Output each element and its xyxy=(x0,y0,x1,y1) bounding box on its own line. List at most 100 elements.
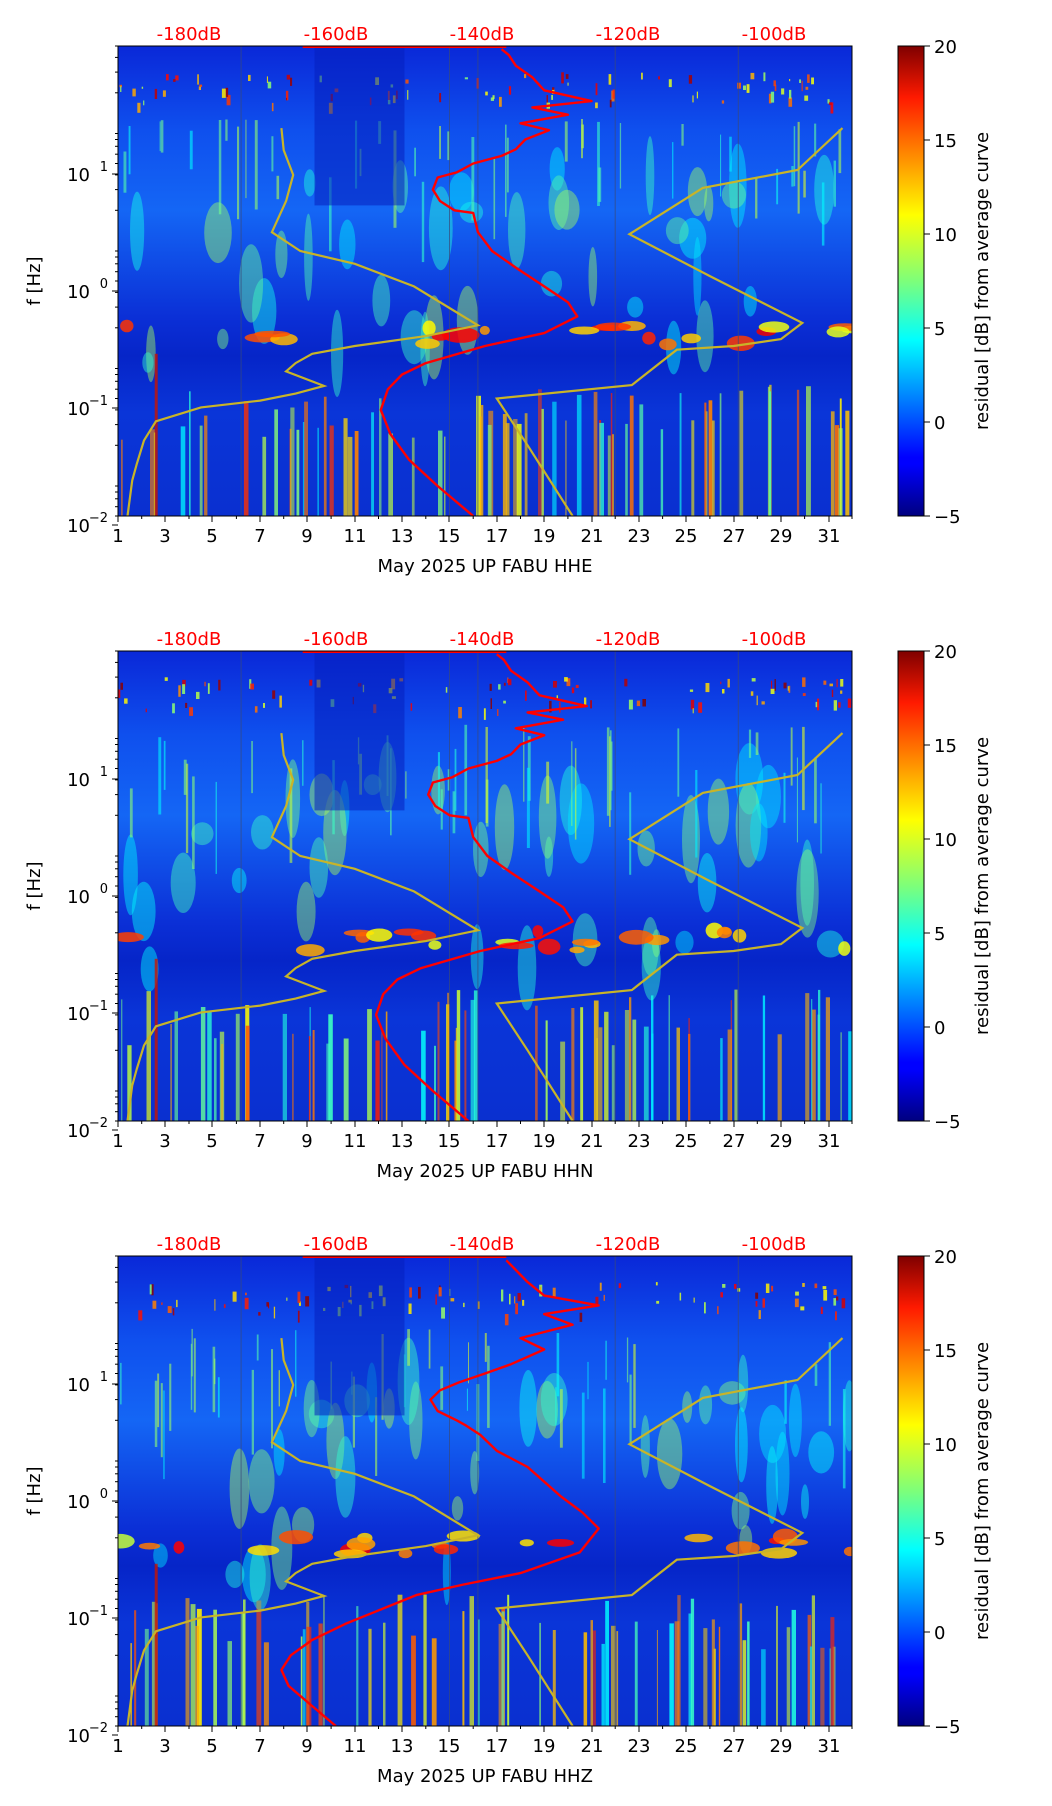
colorbar-label: residual [dB] from average curve xyxy=(972,1342,993,1640)
reference-curve-left xyxy=(126,732,481,1121)
x-tick-label: 5 xyxy=(206,1131,217,1152)
colorbar-tick-label: 0 xyxy=(934,1018,945,1039)
x-tick-label: 19 xyxy=(533,526,556,547)
x-tick-label: 23 xyxy=(628,1131,651,1152)
colorbar-tick-label: 15 xyxy=(934,131,957,152)
y-axis-label: f [Hz] xyxy=(24,861,45,910)
x-tick-label: 21 xyxy=(581,526,604,547)
reference-curve-right xyxy=(494,127,844,516)
x-tick-label: 9 xyxy=(301,1736,312,1757)
colorbar-tick-label: 5 xyxy=(934,319,945,340)
y-tick-label: 10 xyxy=(67,282,90,303)
x-tick-label: 29 xyxy=(770,1131,793,1152)
x-tick-label: 31 xyxy=(818,1736,841,1757)
heatmap xyxy=(118,651,852,1121)
x-axis-label: May 2025 UP FABU HHE xyxy=(378,556,593,577)
y-tick-exponent: 0 xyxy=(100,277,108,292)
x-tick-label: 9 xyxy=(301,526,312,547)
reference-curve-left xyxy=(126,127,481,516)
colorbar-tick-label: 15 xyxy=(934,1341,957,1362)
x-tick-label: 31 xyxy=(818,1131,841,1152)
x-axis-label: May 2025 UP FABU HHZ xyxy=(377,1766,593,1787)
colorbar-tick-label: 0 xyxy=(934,413,945,434)
x-tick-label: 1 xyxy=(112,1736,123,1757)
y-tick-label: 10 xyxy=(67,1492,90,1513)
y-tick-label: 10 xyxy=(67,887,90,908)
y-tick-label: 10 xyxy=(67,1121,90,1142)
colorbar-tick-label: 20 xyxy=(934,1247,957,1268)
x-tick-label: 17 xyxy=(486,1736,509,1757)
x-tick-label: 1 xyxy=(112,526,123,547)
y-tick-exponent: 1 xyxy=(100,1370,108,1385)
x-tick-label: 27 xyxy=(723,526,746,547)
x-tick-label: 9 xyxy=(301,1131,312,1152)
y-tick-exponent: 0 xyxy=(100,882,108,897)
colorbar-tick-label: 10 xyxy=(934,830,957,851)
colorbar-tick-label: −5 xyxy=(934,1717,961,1738)
y-tick-label: 10 xyxy=(67,1609,90,1630)
colorbar-label: residual [dB] from average curve xyxy=(972,132,993,430)
x-tick-label: 1 xyxy=(112,1131,123,1152)
top-db-label: -160dB xyxy=(304,1234,369,1255)
x-tick-label: 27 xyxy=(723,1736,746,1757)
x-tick-label: 29 xyxy=(770,526,793,547)
top-db-label: -100dB xyxy=(742,1234,807,1255)
x-tick-label: 3 xyxy=(159,1131,170,1152)
top-db-label: -160dB xyxy=(304,24,369,45)
top-db-label: -100dB xyxy=(742,629,807,650)
colorbar-tick-label: 0 xyxy=(934,1623,945,1644)
x-tick-label: 25 xyxy=(675,526,698,547)
y-tick-label: 10 xyxy=(67,1726,90,1747)
top-db-label: -180dB xyxy=(157,1234,222,1255)
top-db-label: -140dB xyxy=(450,629,515,650)
heatmap xyxy=(118,46,852,516)
x-tick-label: 17 xyxy=(486,526,509,547)
x-tick-label: 3 xyxy=(159,1736,170,1757)
colorbar-tick-label: 10 xyxy=(934,225,957,246)
x-tick-label: 15 xyxy=(438,1131,461,1152)
average-curve xyxy=(374,653,588,1121)
y-axis-label: f [Hz] xyxy=(24,256,45,305)
top-db-label: -160dB xyxy=(304,629,369,650)
top-db-label: -140dB xyxy=(450,1234,515,1255)
y-axis-label: f [Hz] xyxy=(24,1466,45,1515)
reference-curve-right xyxy=(494,732,844,1121)
y-tick-label: 10 xyxy=(67,516,90,537)
heatmap xyxy=(118,1256,852,1726)
x-tick-label: 19 xyxy=(533,1736,556,1757)
x-tick-label: 31 xyxy=(818,526,841,547)
colorbar-tick-label: 15 xyxy=(934,736,957,757)
y-tick-label: 10 xyxy=(67,165,90,186)
x-tick-label: 7 xyxy=(254,526,265,547)
average-curve xyxy=(280,1259,600,1726)
x-tick-label: 27 xyxy=(723,1131,746,1152)
x-tick-label: 5 xyxy=(206,1736,217,1757)
y-tick-label: 10 xyxy=(67,1375,90,1396)
y-tick-exponent: −2 xyxy=(89,511,108,526)
top-db-label: -140dB xyxy=(450,24,515,45)
colorbar: 20 15 10 5 0 −5 residual [dB] from average cur… xyxy=(897,642,993,1133)
reference-curve-left xyxy=(126,1337,481,1726)
x-tick-label: 21 xyxy=(581,1736,604,1757)
x-tick-label: 25 xyxy=(675,1131,698,1152)
y-tick-exponent: −2 xyxy=(89,1721,108,1736)
x-tick-label: 15 xyxy=(438,526,461,547)
colorbar-tick-label: 20 xyxy=(934,37,957,58)
x-tick-label: 13 xyxy=(391,1736,414,1757)
x-tick-label: 11 xyxy=(344,526,367,547)
y-tick-exponent: −1 xyxy=(89,999,108,1014)
x-axis-label: May 2025 UP FABU HHN xyxy=(376,1161,593,1182)
colorbar-label: residual [dB] from average curve xyxy=(972,737,993,1035)
y-tick-label: 10 xyxy=(67,399,90,420)
x-tick-label: 7 xyxy=(254,1131,265,1152)
x-tick-label: 25 xyxy=(675,1736,698,1757)
top-db-label: -100dB xyxy=(742,24,807,45)
colorbar-tick-label: −5 xyxy=(934,1112,961,1133)
y-tick-exponent: 1 xyxy=(100,765,108,780)
y-tick-exponent: −1 xyxy=(89,1604,108,1619)
colorbar-tick-label: 10 xyxy=(934,1435,957,1456)
top-db-label: -120dB xyxy=(596,24,661,45)
